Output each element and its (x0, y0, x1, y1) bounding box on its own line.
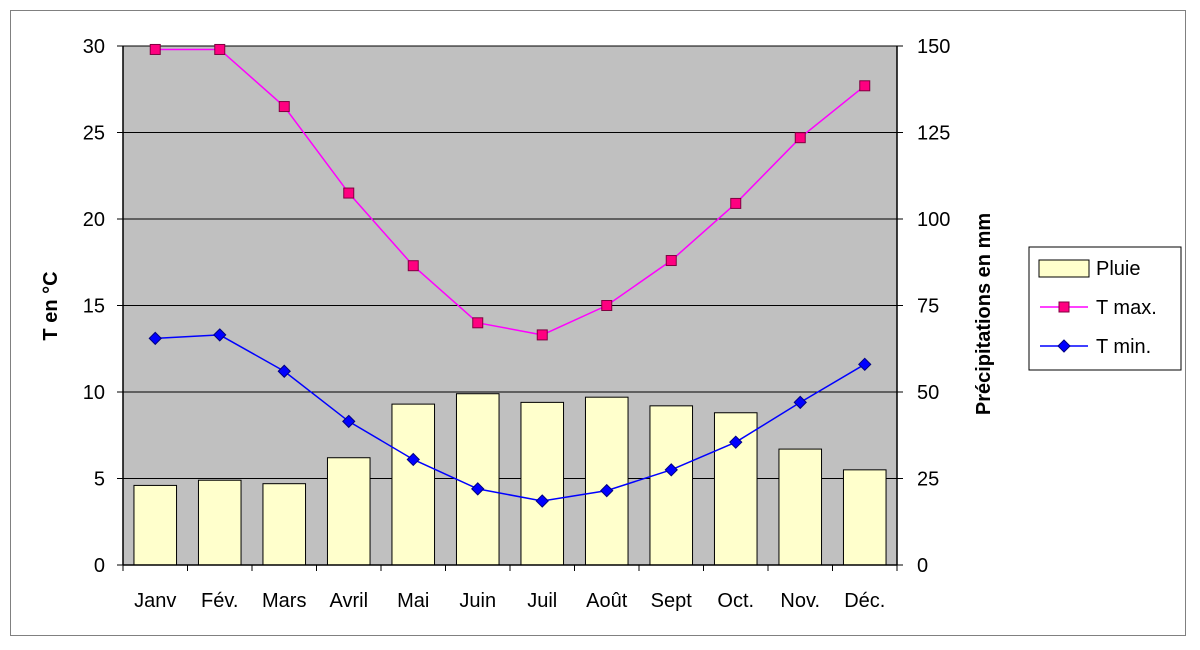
rain-bar (455, 393, 500, 566)
temperature-lines (148, 43, 872, 508)
rain-bar (391, 403, 436, 566)
legend-marker-diamond (1057, 339, 1071, 353)
tmin-point (148, 331, 162, 346)
legend-swatch-pluie (1038, 259, 1090, 278)
series-line (155, 48, 866, 336)
left-axis-ticks: 0 5 10 15 20 25 30 (83, 36, 105, 577)
x-tick-label: Déc. (844, 590, 885, 612)
tmax-point (794, 132, 806, 144)
tmax-point (536, 329, 548, 341)
tmax-point (665, 255, 677, 267)
tmax-point (343, 187, 355, 199)
tmax-point (149, 43, 161, 55)
rain-bar (778, 448, 823, 566)
legend-label: T min. (1096, 336, 1151, 358)
tmin-point (858, 357, 872, 372)
tmax-point (278, 101, 290, 113)
legend: Pluie T max. T min. (1028, 246, 1182, 371)
x-axis-ticks: Janv Fév. Mars Avril Mai Juin Juil Août Sept Oct.… (134, 590, 885, 612)
y2-tick-label: 75 (917, 296, 939, 318)
rain-bar (262, 483, 307, 566)
y-tick-label: 20 (83, 209, 105, 231)
y-tick-label: 25 (83, 123, 105, 145)
tmin-point (729, 435, 743, 449)
tmin-point (793, 395, 807, 410)
x-tick-label: Juil (527, 590, 557, 612)
legend-label: Pluie (1096, 258, 1140, 280)
tmin-point (664, 463, 678, 477)
rain-bars (133, 393, 887, 566)
legend-label: T max. (1096, 297, 1157, 319)
x-tick-label: Août (586, 590, 628, 612)
legend-marker-square (1058, 301, 1070, 313)
tmin-point (342, 414, 356, 429)
tmin-point (471, 482, 485, 496)
y2-tick-label: 150 (917, 36, 950, 58)
y2-tick-label: 100 (917, 209, 950, 231)
tmax-point (472, 317, 484, 329)
y-tick-label: 5 (94, 469, 105, 491)
rain-bar (133, 484, 178, 566)
tmin-point (406, 452, 420, 467)
y-tick-label: 30 (83, 36, 105, 58)
tmax-point (859, 80, 871, 92)
x-tick-label: Oct. (717, 590, 754, 612)
y-tick-label: 10 (83, 382, 105, 404)
rain-bar (584, 396, 629, 566)
x-tick-label: Juin (459, 590, 496, 612)
right-axis-ticks: 0 25 50 75 100 125 150 (917, 36, 950, 577)
tmin-point (277, 364, 291, 378)
rain-bar (326, 457, 371, 566)
y2-tick-label: 125 (917, 123, 950, 145)
tmax-point (214, 43, 226, 55)
x-tick-label: Mars (262, 590, 306, 612)
rain-bar (520, 401, 565, 566)
x-tick-label: Avril (329, 590, 368, 612)
rain-bar (197, 479, 242, 566)
series-line (155, 334, 866, 502)
y2-axis-title: Précipitations en mm (973, 213, 995, 415)
y2-tick-label: 50 (917, 382, 939, 404)
rain-bar (649, 405, 694, 566)
y-axis-title: T en °C (40, 271, 62, 340)
tmin-point (600, 483, 614, 498)
tmax-point (730, 197, 742, 209)
x-tick-label: Fév. (201, 590, 238, 612)
x-tick-label: Sept (651, 590, 693, 612)
y2-tick-label: 0 (917, 555, 928, 577)
tmin-point (535, 494, 549, 508)
x-tick-label: Janv (134, 590, 176, 612)
rain-bar (842, 469, 887, 566)
tmax-point (601, 300, 613, 311)
y2-tick-label: 25 (917, 469, 939, 491)
x-tick-label: Mai (397, 590, 429, 612)
tmin-point (213, 328, 227, 342)
y-tick-label: 15 (83, 296, 105, 318)
axes (117, 45, 903, 571)
tmax-point (407, 260, 419, 272)
x-tick-label: Nov. (780, 590, 820, 612)
gridlines (123, 45, 897, 479)
y-tick-label: 0 (94, 555, 105, 577)
